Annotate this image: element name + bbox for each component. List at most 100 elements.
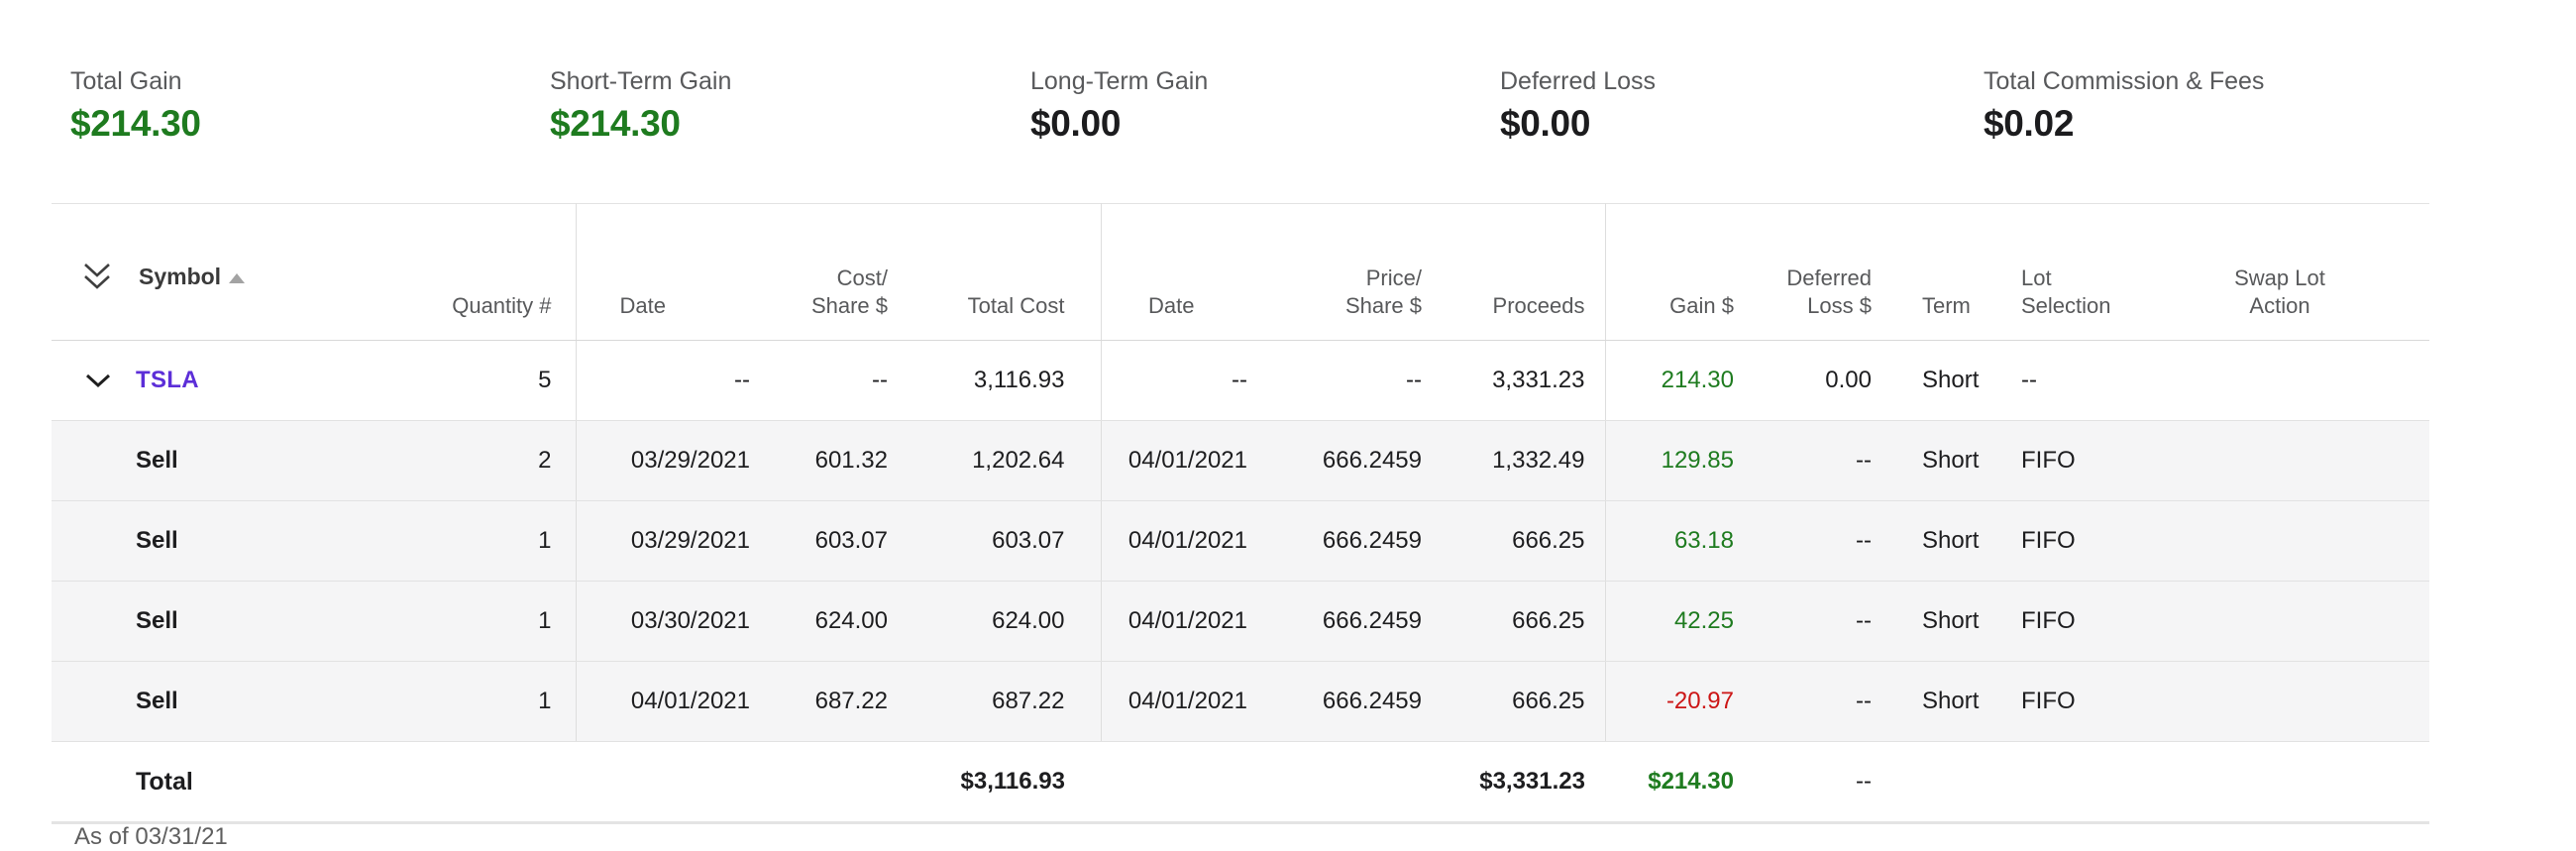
cell-sale-date: 04/01/2021 (1101, 420, 1295, 501)
chevron-down-icon[interactable] (84, 372, 112, 388)
cell-total-cost: 624.00 (897, 581, 1102, 662)
cell-proceeds: 1,332.49 (1432, 420, 1606, 501)
cell-deferred-loss: -- (1746, 420, 1884, 501)
column-header-proceeds: Proceeds (1432, 203, 1606, 341)
summary-value: $0.00 (1500, 103, 1591, 144)
cell-proceeds: $3,331.23 (1432, 741, 1605, 824)
summary-card-deferred-loss: Deferred Loss $0.00 (1500, 65, 1656, 146)
summary-card-total-commission-fees: Total Commission & Fees $0.02 (1984, 65, 2264, 146)
cell-total-cost: 603.07 (897, 500, 1102, 582)
cell-gain: -20.97 (1605, 661, 1746, 742)
cell-quantity: 2 (342, 420, 577, 501)
cell-price-per-share: 666.2459 (1295, 500, 1432, 582)
summary-label: Total Gain (70, 67, 182, 95)
cell-action: Sell (52, 500, 342, 582)
cell-swap-lot-action (2160, 581, 2429, 662)
cell-lot-selection: FIFO (2011, 420, 2160, 501)
cell-total-cost: 687.22 (897, 661, 1102, 742)
cell-total-cost: $3,116.93 (897, 741, 1101, 824)
realized-gain-loss-table: Symbol Quantity # Date Cost/ Share $ Tot… (52, 203, 2429, 824)
total-row: Total $3,116.93 $3,331.23 $214.30 -- (52, 741, 2429, 824)
cell-gain: $214.30 (1605, 741, 1746, 824)
cell-lot-selection (2011, 741, 2160, 824)
column-header-total-cost: Total Cost (897, 203, 1102, 341)
cell-swap-lot-action (2160, 741, 2429, 824)
cell-action: Sell (52, 420, 342, 501)
summary-label: Deferred Loss (1500, 67, 1657, 95)
cell-deferred-loss: -- (1746, 581, 1884, 662)
cell-sale-date: 04/01/2021 (1101, 581, 1295, 662)
column-header-symbol[interactable]: Symbol (52, 203, 342, 341)
cell-quantity: 1 (342, 661, 577, 742)
cell-quantity: 1 (342, 500, 577, 582)
cell-price-per-share (1295, 741, 1432, 824)
cell-total-cost: 1,202.64 (897, 420, 1102, 501)
summary-card-total-gain: Total Gain $214.30 (70, 65, 201, 146)
cell-sale-date: -- (1101, 340, 1295, 421)
cell-lot-selection: FIFO (2011, 661, 2160, 742)
as-of-date: As of 03/31/21 (74, 823, 228, 850)
summary-value: $0.02 (1984, 103, 2075, 144)
symbol-row: TSLA 5 -- -- 3,116.93 -- -- 3,331.23 214… (52, 340, 2429, 421)
column-header-lot-selection: Lot Selection (2011, 203, 2160, 341)
header-row: Symbol Quantity # Date Cost/ Share $ Tot… (52, 203, 2429, 341)
cell-acquired-date: -- (576, 340, 763, 421)
column-header-swap-lot-action: Swap Lot Action (2160, 203, 2429, 341)
cell-term: Short (1884, 340, 2011, 421)
cell-cost-per-share: 624.00 (763, 581, 897, 662)
cell-acquired-date: 03/30/2021 (576, 581, 763, 662)
sort-ascending-icon[interactable] (229, 273, 246, 283)
cell-term: Short (1884, 581, 2011, 662)
cell-proceeds: 666.25 (1432, 581, 1606, 662)
cell-swap-lot-action (2160, 420, 2429, 501)
summary-value: $214.30 (550, 103, 681, 144)
summary-label: Total Commission & Fees (1984, 67, 2265, 95)
cell-term: Short (1884, 500, 2011, 582)
cell-price-per-share: 666.2459 (1295, 661, 1432, 742)
cell-cost-per-share (763, 741, 897, 824)
cell-action: Sell (52, 581, 342, 662)
cell-total-cost: 3,116.93 (897, 340, 1102, 421)
summary-label: Long-Term Gain (1030, 67, 1209, 95)
cell-acquired-date: 04/01/2021 (576, 661, 763, 742)
summary-card-short-term-gain: Short-Term Gain $214.30 (550, 65, 731, 146)
lot-row: Sell 1 03/30/2021 624.00 624.00 04/01/20… (52, 581, 2429, 662)
lot-row: Sell 2 03/29/2021 601.32 1,202.64 04/01/… (52, 420, 2429, 501)
cell-swap-lot-action (2160, 340, 2429, 421)
cell-price-per-share: -- (1295, 340, 1432, 421)
cell-deferred-loss: -- (1746, 741, 1884, 824)
cell-term: Short (1884, 420, 2011, 501)
cell-acquired-date (576, 741, 763, 824)
cell-cost-per-share: 601.32 (763, 420, 897, 501)
column-header-term: Term (1884, 203, 2011, 341)
cell-gain: 63.18 (1605, 500, 1746, 582)
cell-lot-selection: -- (2011, 340, 2160, 421)
summary-value: $214.30 (70, 103, 201, 144)
cell-sale-date (1101, 741, 1295, 824)
column-header-deferred-loss: Deferred Loss $ (1746, 203, 1884, 341)
cell-cost-per-share: 687.22 (763, 661, 897, 742)
cell-swap-lot-action (2160, 500, 2429, 582)
cell-cost-per-share: -- (763, 340, 897, 421)
cell-proceeds: 666.25 (1432, 500, 1606, 582)
cell-quantity: 5 (342, 340, 577, 421)
summary-label: Short-Term Gain (550, 67, 732, 95)
cell-sale-date: 04/01/2021 (1101, 500, 1295, 582)
column-header-acquired-date: Date (576, 203, 763, 341)
column-header-symbol-label[interactable]: Symbol (139, 264, 222, 289)
lot-row: Sell 1 03/29/2021 603.07 603.07 04/01/20… (52, 500, 2429, 582)
expand-all-icon[interactable] (82, 261, 112, 292)
cell-gain: 42.25 (1605, 581, 1746, 662)
cell-acquired-date: 03/29/2021 (576, 500, 763, 582)
cell-deferred-loss: -- (1746, 661, 1884, 742)
symbol-link[interactable]: TSLA (136, 367, 199, 393)
cell-proceeds: 666.25 (1432, 661, 1606, 742)
cell-term (1884, 741, 2011, 824)
column-header-gain: Gain $ (1605, 203, 1746, 341)
column-header-cost-per-share: Cost/ Share $ (763, 203, 897, 341)
cell-price-per-share: 666.2459 (1295, 420, 1432, 501)
cell-cost-per-share: 603.07 (763, 500, 897, 582)
cell-gain: 129.85 (1605, 420, 1746, 501)
cell-acquired-date: 03/29/2021 (576, 420, 763, 501)
cell-lot-selection: FIFO (2011, 581, 2160, 662)
